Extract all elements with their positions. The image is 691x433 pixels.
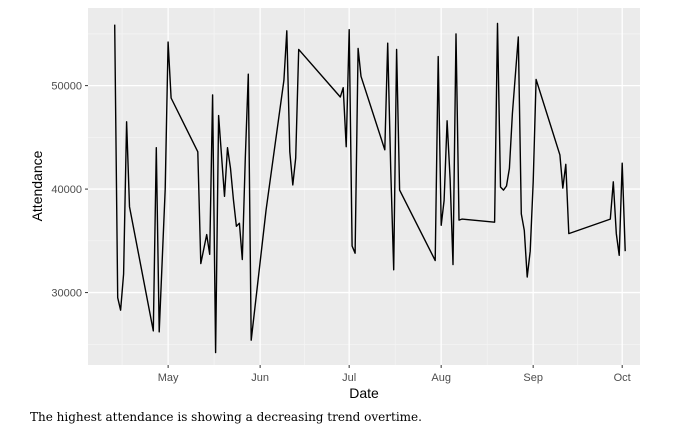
x-tick-label: Aug — [431, 372, 451, 384]
plot-panel — [88, 8, 640, 365]
x-axis-title: Date — [349, 385, 379, 401]
attendance-line — [114, 22, 626, 354]
y-axis-title: Attendance — [29, 150, 45, 221]
y-axis-ticks: 30000 40000 50000 — [51, 81, 88, 300]
x-axis-ticks: May Jun Jul Aug Sep Oct — [158, 365, 631, 384]
minor-gridlines — [88, 8, 640, 365]
y-tick-label: 30000 — [51, 288, 82, 300]
chart-caption: The highest attendance is showing a decr… — [30, 410, 422, 424]
y-tick-label: 40000 — [51, 184, 82, 196]
y-tick-label: 50000 — [51, 81, 82, 93]
x-tick-label: Sep — [523, 372, 543, 384]
x-tick-label: May — [158, 372, 179, 384]
x-tick-label: Jul — [342, 372, 356, 384]
x-tick-label: Oct — [614, 372, 631, 384]
x-tick-label: Jun — [251, 372, 269, 384]
